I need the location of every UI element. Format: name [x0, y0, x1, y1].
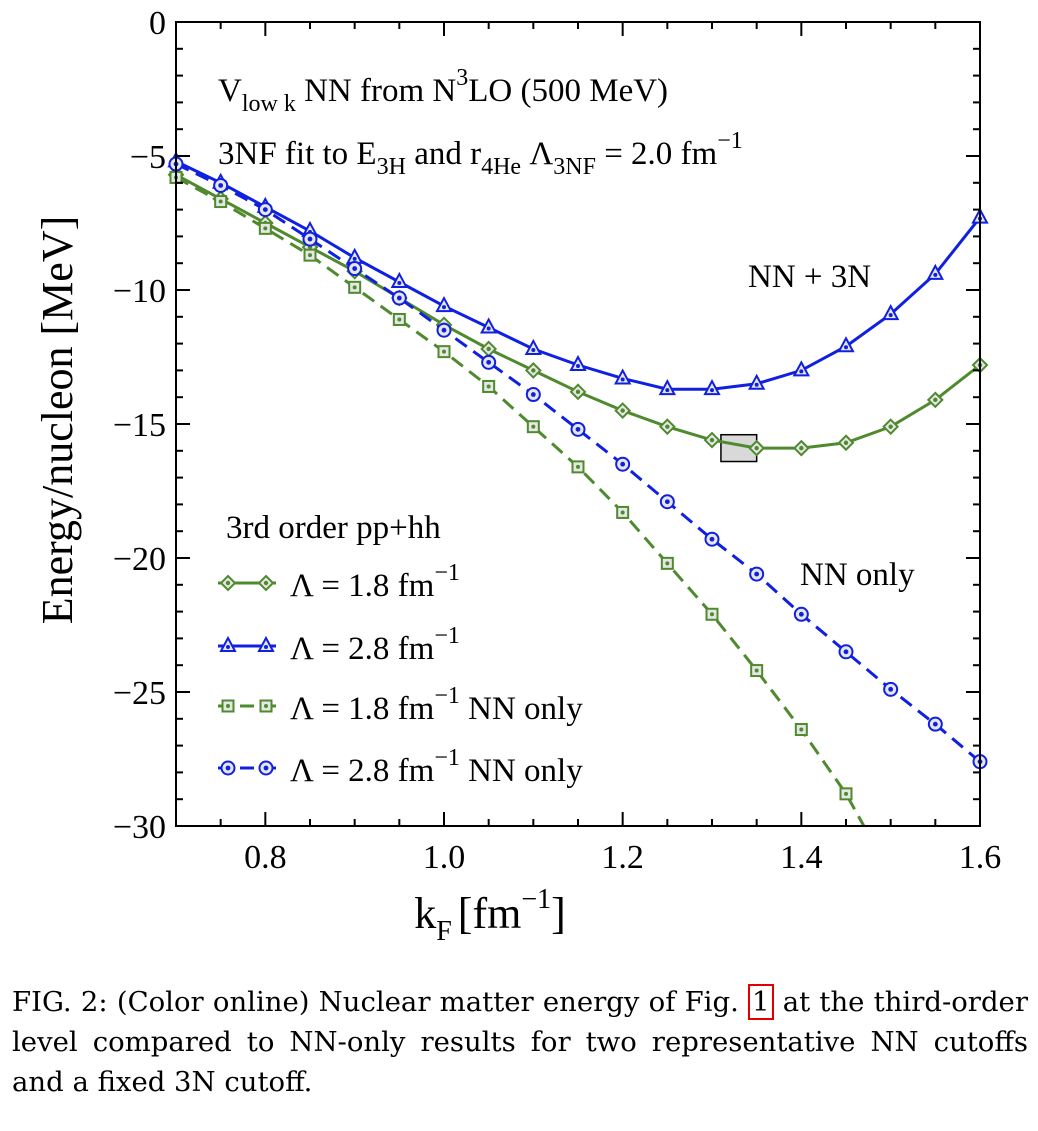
data-point-s2-10 — [569, 354, 587, 372]
data-point-s3-11 — [616, 505, 630, 519]
y-tick-label: 0 — [149, 5, 166, 42]
data-point-s2-13 — [703, 379, 721, 396]
plot-layer — [167, 151, 989, 826]
data-point-s1-18 — [926, 391, 944, 409]
axis-ticks: 0.8 1.0 1.2 1.4 1.6 0 −5 −10 −15 −20 −25 −30 — [113, 5, 1001, 876]
data-point-s4-17 — [883, 681, 899, 697]
data-point-s1-10 — [569, 383, 587, 401]
series-line-1 — [176, 173, 980, 450]
legend-title: 3rd order pp+hh — [226, 510, 441, 546]
y-tick-label: −30 — [113, 809, 166, 846]
data-point-s3-3 — [258, 221, 272, 235]
data-point-s4-10 — [570, 421, 586, 437]
legend-label-4: Λ = 2.8 fm−1 NN only — [290, 745, 583, 789]
legend-marker-4-a — [220, 760, 236, 776]
data-point-s1-8 — [480, 340, 498, 358]
legend-marker-3-b — [259, 699, 273, 713]
y-axis-title: Energy/nucleon [MeV] — [33, 216, 82, 625]
x-tick-label: 0.8 — [244, 839, 287, 876]
data-point-s1-12 — [658, 418, 676, 436]
data-point-s2-14 — [747, 373, 766, 390]
data-point-s4-9 — [525, 387, 541, 403]
data-point-s3-12 — [660, 556, 674, 570]
legend-label-3: Λ = 1.8 fm−1 NN only — [290, 683, 583, 727]
data-point-s2-9 — [524, 338, 543, 355]
x-tick-label: 1.2 — [601, 839, 644, 876]
data-point-s4-2 — [213, 177, 229, 193]
legend-marker-2-a — [219, 635, 237, 652]
legend: Λ = 1.8 fm−1 Λ = 2.8 fm−1 Λ = 1.8 fm−1 NN … — [218, 560, 583, 789]
x-tick-label: 1.0 — [423, 839, 466, 876]
figure-reference-link[interactable]: 1 — [748, 984, 774, 1020]
data-point-s4-14 — [749, 566, 765, 582]
data-point-s4-15 — [793, 606, 809, 622]
annotation-vlowk: Vlow k NN from N3LO (500 MeV) — [218, 65, 668, 117]
data-point-s3-15 — [794, 723, 808, 737]
legend-label-1: Λ = 1.8 fm−1 — [290, 560, 460, 604]
data-point-s4-16 — [838, 644, 854, 660]
data-point-s1-15 — [792, 439, 810, 457]
data-point-s2-11 — [613, 368, 632, 385]
x-axis-title: kF [fm−1] — [414, 884, 566, 947]
data-point-s4-4 — [302, 231, 318, 247]
legend-marker-2-b — [257, 635, 275, 652]
caption-text-after: at the third-order level compared to NN-… — [12, 986, 1028, 1098]
figure-caption: FIG. 2: (Color online) Nuclear matter en… — [12, 982, 1028, 1102]
data-point-s4-8 — [481, 354, 497, 370]
data-point-s2-16 — [837, 336, 855, 353]
data-point-s3-8 — [482, 379, 496, 393]
data-point-s1-16 — [837, 434, 855, 452]
data-point-s3-7 — [437, 345, 451, 359]
data-point-s3-2 — [214, 195, 228, 209]
annotation-3nf-fit: 3NF fit to E3H and r4He Λ3NF = 2.0 fm−1 — [218, 128, 743, 180]
data-point-s1-14 — [748, 439, 766, 457]
data-point-s1-17 — [882, 418, 900, 436]
data-point-s3-4 — [303, 248, 317, 262]
data-point-s2-12 — [658, 379, 677, 396]
data-point-s3-14 — [750, 664, 764, 678]
legend-label-2: Λ = 2.8 fm−1 — [290, 623, 460, 667]
y-tick-label: −15 — [113, 407, 166, 444]
y-tick-label: −20 — [113, 541, 166, 578]
x-tick-label: 1.4 — [780, 839, 823, 876]
data-point-s4-3 — [257, 202, 273, 218]
data-point-s4-13 — [704, 531, 720, 547]
chart-figure: 0.8 1.0 1.2 1.4 1.6 0 −5 −10 −15 −20 −25 −30 Energy… — [33, 5, 1001, 947]
data-point-s3-16 — [839, 787, 853, 801]
y-tick-label: −25 — [113, 675, 166, 712]
data-point-s2-7 — [435, 295, 453, 313]
data-point-s3-5 — [348, 280, 362, 294]
data-point-s2-8 — [479, 317, 498, 334]
data-point-s1-9 — [524, 361, 542, 379]
data-point-s2-15 — [792, 360, 811, 377]
series-line-3 — [176, 176, 866, 826]
data-point-s3-10 — [571, 460, 585, 474]
legend-marker-3-a — [221, 699, 235, 713]
data-point-s4-11 — [615, 456, 631, 472]
x-tick-label: 1.6 — [959, 839, 1002, 876]
data-point-s2-18 — [926, 263, 945, 280]
caption-text-before: FIG. 2: (Color online) Nuclear matter en… — [12, 986, 749, 1018]
legend-marker-1-b — [257, 574, 275, 592]
data-point-s1-13 — [703, 431, 721, 449]
data-point-s1-11 — [614, 402, 632, 420]
data-point-s3-9 — [526, 420, 540, 434]
data-point-s3-6 — [392, 312, 406, 326]
data-point-s4-6 — [391, 290, 407, 306]
legend-marker-1-a — [219, 574, 237, 592]
data-point-s4-18 — [927, 716, 943, 732]
data-point-s3-13 — [705, 607, 719, 621]
data-point-s4-5 — [347, 261, 363, 277]
label-nn-plus-3n: NN + 3N — [748, 259, 871, 295]
legend-marker-4-b — [258, 760, 274, 776]
y-tick-label: −5 — [130, 139, 166, 176]
label-nn-only: NN only — [800, 557, 915, 593]
data-point-s4-12 — [659, 494, 675, 510]
data-point-s4-7 — [436, 322, 452, 338]
data-point-s2-17 — [881, 304, 900, 321]
data-point-s2-6 — [390, 271, 409, 288]
y-tick-label: −10 — [113, 273, 166, 310]
